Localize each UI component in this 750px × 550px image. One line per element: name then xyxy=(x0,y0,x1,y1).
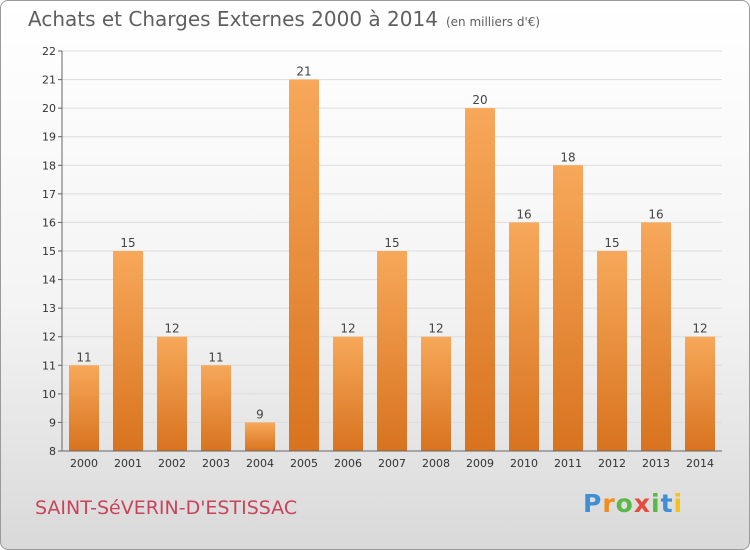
x-tick-label: 2006 xyxy=(334,457,362,470)
data-label-2012: 15 xyxy=(604,236,619,250)
x-tick-label: 2004 xyxy=(246,457,274,470)
x-tick-label: 2012 xyxy=(598,457,626,470)
unit-label: (en milliers d'€) xyxy=(445,15,541,29)
bar-2007 xyxy=(377,251,407,451)
data-label-2005: 21 xyxy=(296,65,311,79)
bars: 11 15 12 11 9 21 12 15 12 20 16 18 15 16 12 xyxy=(69,65,715,452)
y-tick-label: 21 xyxy=(42,74,56,87)
place-name: SAINT-SéVERIN-D'ESTISSAC xyxy=(35,497,298,519)
x-tick-label: 2007 xyxy=(378,457,406,470)
bar-2001 xyxy=(113,251,143,451)
x-tick-label: 2003 xyxy=(202,457,230,470)
x-tick-label: 2008 xyxy=(422,457,450,470)
data-label-2001: 15 xyxy=(120,236,135,250)
bar-2008 xyxy=(421,336,451,451)
bar-2005 xyxy=(289,79,319,452)
x-tick-label: 2005 xyxy=(290,457,318,470)
x-tick-label: 2002 xyxy=(158,457,186,470)
y-tick-label: 17 xyxy=(42,188,56,201)
data-label-2000: 11 xyxy=(76,350,91,364)
y-tick-label: 16 xyxy=(42,216,56,229)
bar-2013 xyxy=(641,222,671,451)
y-tick-label: 13 xyxy=(42,302,56,315)
bar-2002 xyxy=(157,336,187,451)
data-label-2004: 9 xyxy=(256,407,264,421)
data-label-2010: 16 xyxy=(516,207,531,221)
y-tick-label: 10 xyxy=(42,388,56,401)
bar-2012 xyxy=(597,251,627,451)
bar-2004 xyxy=(245,422,275,451)
y-tick-label: 14 xyxy=(42,274,56,287)
x-tick-label: 2001 xyxy=(114,457,142,470)
y-tick-label: 20 xyxy=(42,102,56,115)
y-axis: 8 9 10 11 12 13 14 15 16 17 18 19 20 21 22 xyxy=(42,45,63,458)
x-tick-label: 2011 xyxy=(554,457,582,470)
data-label-2014: 12 xyxy=(692,322,707,336)
chart-title: Achats et Charges Externes 2000 à 2014 (e… xyxy=(28,7,540,31)
data-label-2009: 20 xyxy=(472,93,487,107)
bar-2010 xyxy=(509,222,539,451)
data-label-2008: 12 xyxy=(428,322,443,336)
data-label-2013: 16 xyxy=(648,207,663,221)
data-label-2002: 12 xyxy=(164,322,179,336)
data-label-2007: 15 xyxy=(384,236,399,250)
data-label-2011: 18 xyxy=(560,150,575,164)
y-tick-label: 11 xyxy=(42,359,56,372)
y-tick-label: 8 xyxy=(49,445,56,458)
x-tick-label: 2009 xyxy=(466,457,494,470)
y-tick-label: 12 xyxy=(42,331,56,344)
x-tick-label: 2000 xyxy=(70,457,98,470)
data-label-2006: 12 xyxy=(340,322,355,336)
x-tick-label: 2010 xyxy=(510,457,538,470)
proxiti-logo: Proxiti xyxy=(583,489,684,518)
x-axis: 2000 2001 2002 2003 2004 2005 2006 2007 2008 2009… xyxy=(62,450,722,470)
bar-2014 xyxy=(685,336,715,451)
bar-2006 xyxy=(333,336,363,451)
y-tick-label: 19 xyxy=(42,131,56,144)
bar-2011 xyxy=(553,165,583,452)
y-tick-label: 22 xyxy=(42,45,56,58)
title-text: Achats et Charges Externes 2000 à 2014 xyxy=(28,7,438,31)
x-tick-label: 2013 xyxy=(642,457,670,470)
y-tick-label: 15 xyxy=(42,245,56,258)
bar-2000 xyxy=(69,365,99,451)
y-tick-label: 18 xyxy=(42,159,56,172)
bar-2003 xyxy=(201,365,231,451)
y-tick-label: 9 xyxy=(49,416,56,429)
bar-2009 xyxy=(465,108,495,452)
x-tick-label: 2014 xyxy=(686,457,714,470)
data-label-2003: 11 xyxy=(208,350,223,364)
